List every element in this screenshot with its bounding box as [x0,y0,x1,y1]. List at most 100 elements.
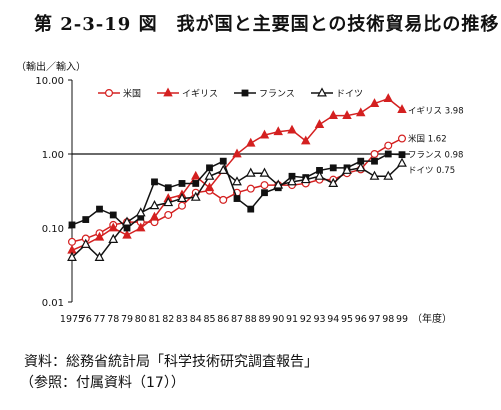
data-point [67,237,76,246]
data-point [177,192,187,203]
data-point [398,151,406,159]
data-point [370,150,379,159]
data-point [67,251,77,261]
data-point [164,184,172,192]
x-tick-label: 82 [162,314,174,325]
data-point [206,164,213,172]
series-3 [67,157,407,261]
data-point [136,222,146,232]
data-point [383,93,393,103]
x-tick-label: 99 [396,314,408,325]
data-point [80,238,91,248]
x-tick-label: 92 [300,314,312,325]
data-point [178,201,187,210]
x-tick-label: 85 [203,314,215,325]
data-point [204,170,215,180]
data-point [232,176,242,186]
end-label: ドイツ 0.75 [408,166,455,176]
data-point [342,164,352,174]
data-point [328,110,338,120]
data-point [123,224,131,232]
data-point [94,231,105,241]
y-tick-label: 0.10 [42,224,64,235]
end-labels: 米国 1.62 イギリス 3.98 フランス 0.98 ドイツ 0.75 [408,107,464,177]
data-point [190,191,201,201]
data-point [218,164,229,174]
data-point [316,167,323,174]
data-point [192,180,200,187]
data-point [204,182,215,192]
data-point [273,126,283,136]
end-label: イギリス 3.98 [408,107,464,117]
x-tick-label: 77 [93,314,105,325]
data-point [301,135,311,145]
data-point [384,150,392,158]
data-point [397,104,407,114]
data-point [300,173,311,184]
data-point [149,200,160,210]
data-point [122,216,132,226]
x-tick-label: 86 [217,314,229,325]
data-point [287,124,297,134]
legend-item: ドイツ [311,87,363,100]
data-point [397,157,407,167]
y-axis-title: （輸出／輸入） [16,60,86,73]
data-point [328,177,339,187]
legend-marker [104,88,113,97]
data-point [219,157,227,165]
data-point [342,110,352,120]
data-point [137,213,145,221]
data-point [246,137,256,147]
end-label: 米国 1.62 [408,133,447,144]
x-tick-label: 78 [107,314,119,325]
data-point [178,180,186,187]
data-point [260,181,269,190]
figure-title: 第 2-3-19 図 我が国と主要国との技術貿易比の推移 [34,14,500,35]
data-point [164,210,173,219]
legend-label: ドイツ [336,90,363,100]
data-point [108,222,118,232]
x-tick-label: 84 [190,314,202,325]
data-point [245,167,256,177]
x-tick-label: 96 [355,314,367,325]
data-point [247,205,255,213]
x-axis-unit: （年度） [412,312,452,325]
data-point [371,157,378,165]
x-tick-label: 1975 [60,314,84,325]
series-1 [67,93,407,254]
data-point [163,196,174,207]
data-point [259,129,270,139]
data-point [96,205,103,213]
series-group [67,93,407,261]
data-point [122,229,132,239]
data-point [232,148,242,158]
legend-item: イギリス [157,87,218,100]
y-tick-label: 0.01 [42,298,64,309]
data-point [233,195,241,202]
x-tick-label: 93 [313,314,325,325]
y-tick-label: 10.00 [35,76,64,87]
source-note: 資料：総務省統計局「科学技術研究調査報告」 [24,354,318,370]
data-point [82,216,90,223]
x-tick-label: 97 [368,314,380,325]
x-tick-label: 95 [341,314,353,325]
x-tick-label: 87 [231,314,243,325]
data-point [314,119,325,128]
data-point [135,207,146,217]
data-point [273,179,284,189]
x-tick-label: 80 [135,314,147,325]
x-tick-label: 81 [148,314,160,325]
data-point [329,164,337,172]
data-point [94,251,105,261]
data-point [259,167,270,177]
data-point [108,233,119,243]
data-point [384,141,393,150]
legend-item: 米国 [98,88,141,100]
x-tick-label: 90 [272,314,284,325]
data-point [369,98,380,107]
legend-label: 米国 [123,88,141,100]
data-point [355,162,366,172]
data-point [369,170,380,180]
series-line [71,97,403,251]
